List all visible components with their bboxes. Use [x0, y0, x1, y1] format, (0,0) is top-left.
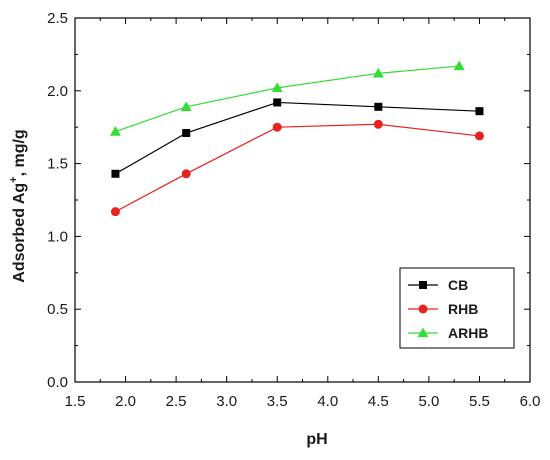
- legend: CB RHB ARHB: [399, 267, 515, 349]
- data-point-rhb: [474, 131, 484, 141]
- legend-label-rhb: RHB: [448, 301, 478, 317]
- legend-marker-cb: [419, 281, 427, 289]
- data-point-cb: [475, 107, 484, 116]
- x-tick-label: 2.5: [166, 393, 187, 410]
- data-point-arhb: [372, 67, 384, 78]
- x-tick-label: 1.5: [65, 393, 86, 410]
- data-point-cb: [273, 98, 282, 107]
- y-axis-title-superscript: +: [8, 176, 20, 182]
- data-point-rhb: [181, 169, 191, 179]
- legend-marker-rhb: [418, 304, 428, 314]
- y-tick-label: 2.0: [47, 83, 68, 100]
- y-tick-label: 1.0: [47, 228, 68, 245]
- y-axis-title: Adsorbed Ag+, mg/g: [8, 129, 28, 282]
- y-tick-label: 0.5: [47, 301, 68, 318]
- y-axis-title-main: Adsorbed Ag: [11, 183, 28, 283]
- x-tick-label: 5.0: [418, 393, 439, 410]
- y-tick-label: 0.0: [47, 374, 68, 391]
- y-axis-title-unit: , mg/g: [11, 129, 28, 176]
- data-point-rhb: [272, 122, 282, 132]
- x-tick-label: 6.0: [520, 393, 541, 410]
- x-tick-label: 5.5: [469, 393, 490, 410]
- x-tick-label: 4.0: [317, 393, 338, 410]
- data-point-arhb: [109, 126, 121, 136]
- data-point-arhb: [271, 82, 283, 93]
- axis-ticks: 1.5 2.0 2.5 3.0 3.5 4.0 4.5 5.0 5.5 6.0 0.0 0.5 1.0 1…: [47, 10, 540, 410]
- series-line-cb: [115, 101, 480, 175]
- legend-label-arhb: ARHB: [448, 325, 488, 341]
- x-tick-label: 2.0: [115, 393, 136, 410]
- x-tick-label: 3.5: [267, 393, 288, 410]
- data-point-cb: [111, 169, 120, 178]
- data-point-cb: [374, 102, 383, 111]
- data-point-arhb: [453, 60, 465, 71]
- series-line-arhb: [115, 65, 460, 133]
- data-point-rhb: [110, 207, 120, 217]
- data-point-rhb: [373, 119, 383, 129]
- y-tick-label: 1.5: [47, 156, 68, 173]
- y-tick-label: 2.5: [47, 10, 68, 27]
- legend-marker-arhb: [417, 327, 429, 338]
- data-point-cb: [182, 129, 191, 138]
- series-line-rhb: [115, 123, 480, 213]
- legend-label-cb: CB: [448, 277, 468, 293]
- series-lines: [115, 65, 480, 213]
- series-markers: [109, 60, 484, 217]
- x-tick-label: 3.0: [216, 393, 237, 410]
- data-point-arhb: [180, 101, 192, 111]
- x-axis-title: pH: [306, 431, 327, 448]
- x-tick-label: 4.5: [368, 393, 389, 410]
